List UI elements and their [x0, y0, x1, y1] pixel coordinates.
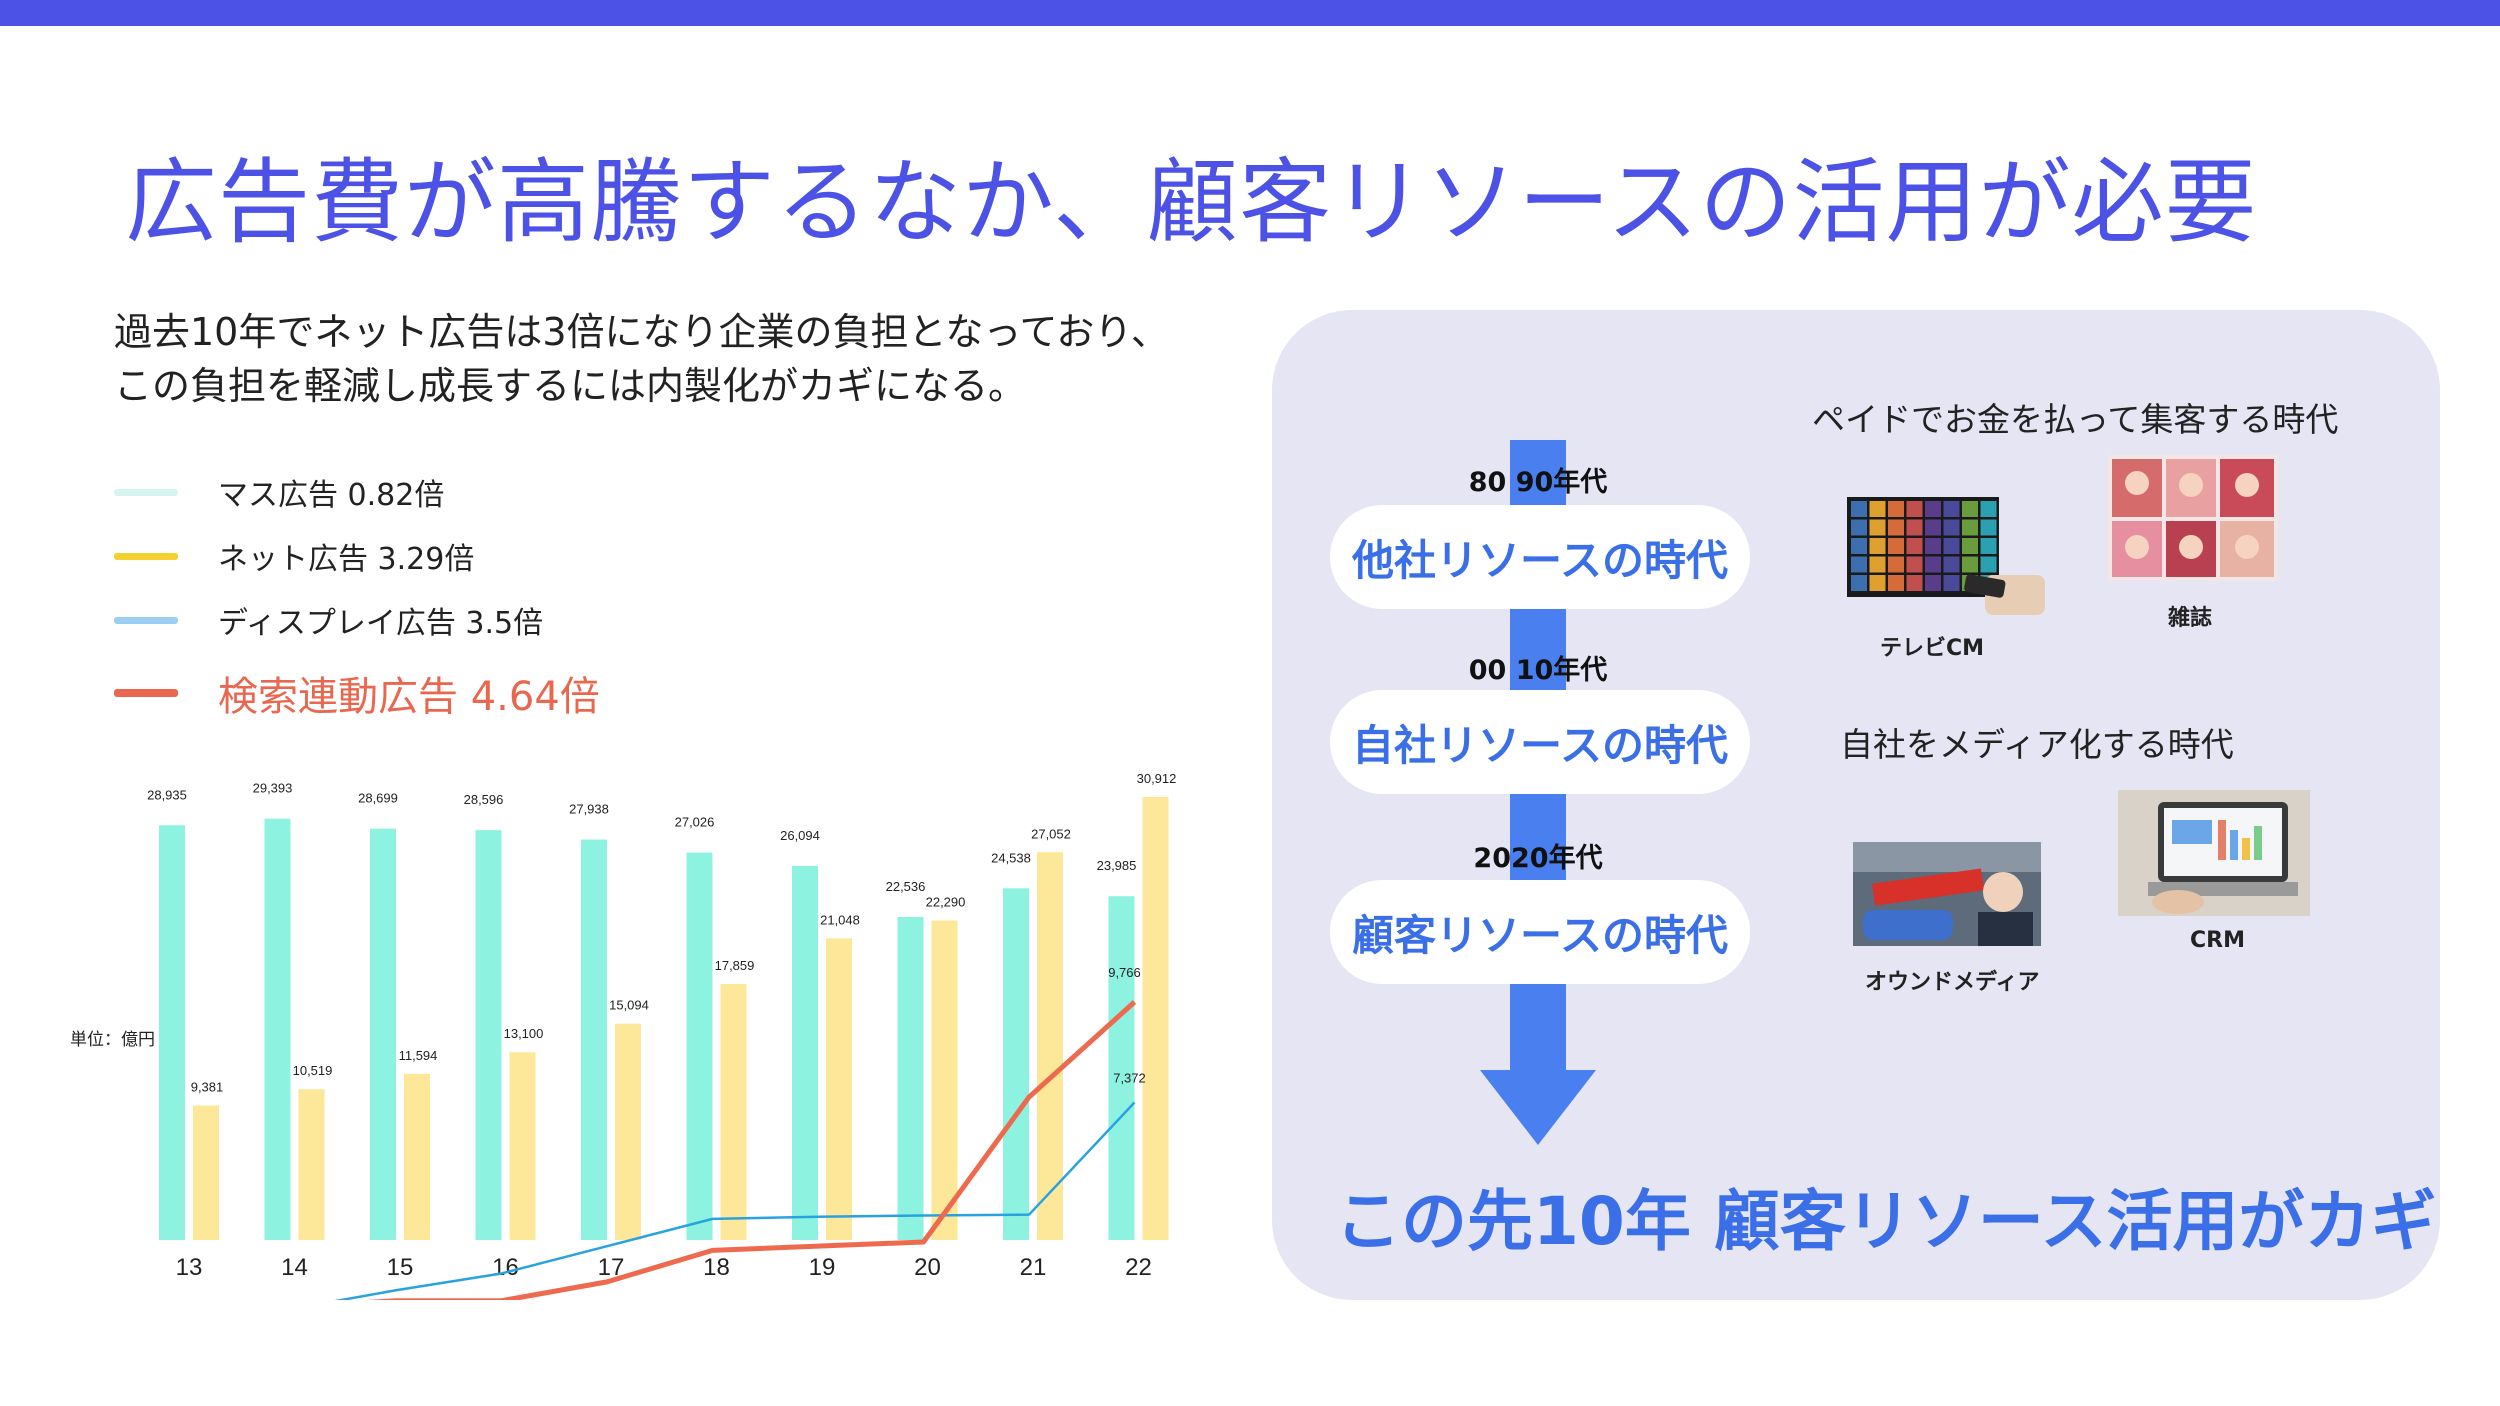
- x-tick-15: 15: [387, 1254, 414, 1281]
- tv-image: [1845, 495, 2045, 615]
- unit-label: 単位：億円: [70, 1030, 155, 1049]
- ad-spend-chart: 単位：億円 28,935 9,381 13 29,393 10,519 14 28,699 11…: [70, 771, 1177, 1300]
- bar-net-label-20: 22,290: [926, 895, 966, 910]
- bar-net-20: [931, 920, 958, 1240]
- legend-item-net: ネット広告 3.29倍: [114, 534, 474, 578]
- bar-net-label-22: 30,912: [1137, 771, 1177, 786]
- bar-net-label-15: 11,594: [399, 1048, 438, 1063]
- phase-owned-media-text: 自社をメディア化する時代: [1840, 725, 2234, 764]
- subtitle: 過去10年でネット広告は3倍になり企業の負担となっており、 この負担を軽減し成長…: [114, 305, 1169, 413]
- bar-mass-label-20: 22,536: [886, 879, 926, 894]
- bar-net-label-18: 17,859: [715, 958, 755, 973]
- bar-net-label-17: 15,094: [609, 998, 649, 1013]
- bar-mass-label-21: 24,538: [991, 850, 1031, 865]
- bar-mass-15: [370, 828, 396, 1240]
- bar-mass-label-17: 27,938: [569, 802, 609, 817]
- bar-mass-label-19: 26,094: [780, 828, 820, 843]
- era-pill-own-resources: 自社リソースの時代: [1330, 690, 1750, 794]
- legend-swatch-mass: [114, 488, 178, 496]
- bar-net-14: [298, 1089, 325, 1240]
- legend-item-display: ディスプレイ広告 3.5倍: [114, 598, 543, 642]
- legend-item-mass: マス広告 0.82倍: [114, 470, 444, 514]
- line-search: [366, 1000, 1137, 1300]
- x-tick-13: 13: [176, 1254, 203, 1281]
- legend-label-display: ディスプレイ広告 3.5倍: [218, 606, 544, 641]
- bar-mass-label-22: 23,985: [1097, 858, 1137, 873]
- bar-mass-17: [581, 839, 607, 1240]
- line-display-end-label: 7,372: [1113, 1071, 1146, 1086]
- x-tick-16: 16: [492, 1254, 519, 1281]
- line-display: [334, 1101, 1136, 1300]
- owned-media-image: [1853, 842, 2041, 946]
- caption-tv-cm: テレビCM: [1880, 636, 1985, 661]
- bar-net-22: [1142, 796, 1169, 1240]
- timeline-arrow-head: [1480, 1070, 1596, 1145]
- bar-net-17: [615, 1023, 641, 1240]
- bar-mass-20: [897, 916, 924, 1240]
- line-search-end-label: 9,766: [1108, 965, 1141, 980]
- bar-net-label-16: 13,100: [504, 1026, 544, 1041]
- phase-paid-text: ペイドでお金を払って集客する時代: [1812, 400, 2339, 439]
- x-tick-22: 22: [1125, 1254, 1152, 1281]
- bar-net-label-13: 9,381: [191, 1080, 224, 1095]
- bar-mass-16: [475, 830, 502, 1240]
- bar-mass-label-15: 28,699: [358, 791, 398, 806]
- bar-mass-13: [159, 825, 185, 1240]
- x-tick-14: 14: [281, 1254, 308, 1281]
- bar-mass-14: [264, 818, 291, 1240]
- legend-label-mass: マス広告 0.82倍: [218, 478, 445, 513]
- caption-owned-media: オウンドメディア: [1865, 970, 2040, 995]
- legend-label-net: ネット広告 3.29倍: [218, 542, 475, 577]
- bar-mass-22: [1108, 896, 1135, 1240]
- legend-swatch-search: [114, 689, 178, 697]
- era-label-80-90: 80 90年代: [1468, 467, 1608, 498]
- magazine-image: [2108, 455, 2278, 581]
- legend-swatch-net: [114, 552, 178, 560]
- legend-item-search: 検索連動広告 4.64倍: [114, 664, 600, 722]
- bar-mass-label-16: 28,596: [464, 792, 504, 807]
- bar-net-label-21: 27,052: [1031, 826, 1071, 841]
- bar-net-16: [509, 1052, 536, 1240]
- x-tick-19: 19: [809, 1254, 836, 1281]
- bar-net-21: [1037, 852, 1063, 1240]
- subtitle-line-2: この負担を軽減し成長するには内製化がカギになる。: [114, 364, 1027, 408]
- era-pill-other-resources: 他社リソースの時代: [1330, 505, 1750, 609]
- bar-net-13: [193, 1105, 219, 1240]
- legend-swatch-display: [114, 616, 178, 624]
- top-accent-bar: [0, 0, 2500, 26]
- era-label-00-10: 00 10年代: [1468, 655, 1608, 686]
- page-title: 広告費が高騰するなか、顧客リソースの活用が必要: [125, 149, 2258, 256]
- bar-net-label-14: 10,519: [293, 1063, 333, 1078]
- bar-mass-label-14: 29,393: [253, 781, 293, 796]
- bar-mass-18: [686, 852, 713, 1240]
- x-tick-18: 18: [703, 1254, 730, 1281]
- bar-net-18: [720, 984, 747, 1240]
- bar-mass-label-13: 28,935: [147, 787, 187, 802]
- caption-magazine: 雑誌: [2168, 606, 2213, 631]
- era-label-2020: 2020年代: [1473, 843, 1603, 874]
- caption-crm: CRM: [2190, 928, 2245, 953]
- bar-mass-21: [1003, 888, 1029, 1240]
- bar-net-label-19: 21,048: [820, 912, 860, 927]
- crm-image: [2118, 790, 2310, 916]
- subtitle-line-1: 過去10年でネット広告は3倍になり企業の負担となっており、: [114, 310, 1169, 354]
- era-pill-customer-resources: 顧客リソースの時代: [1330, 880, 1750, 984]
- bar-net-19: [826, 938, 852, 1240]
- legend-label-search: 検索連動広告 4.64倍: [218, 674, 600, 720]
- x-tick-21: 21: [1020, 1254, 1047, 1281]
- panel-footer-text: この先10年 顧客リソース活用がカギ: [1335, 1183, 2437, 1260]
- bar-net-15: [404, 1073, 430, 1240]
- bar-mass-label-18: 27,026: [675, 815, 715, 830]
- bar-mass-19: [792, 865, 818, 1240]
- x-tick-20: 20: [914, 1254, 941, 1281]
